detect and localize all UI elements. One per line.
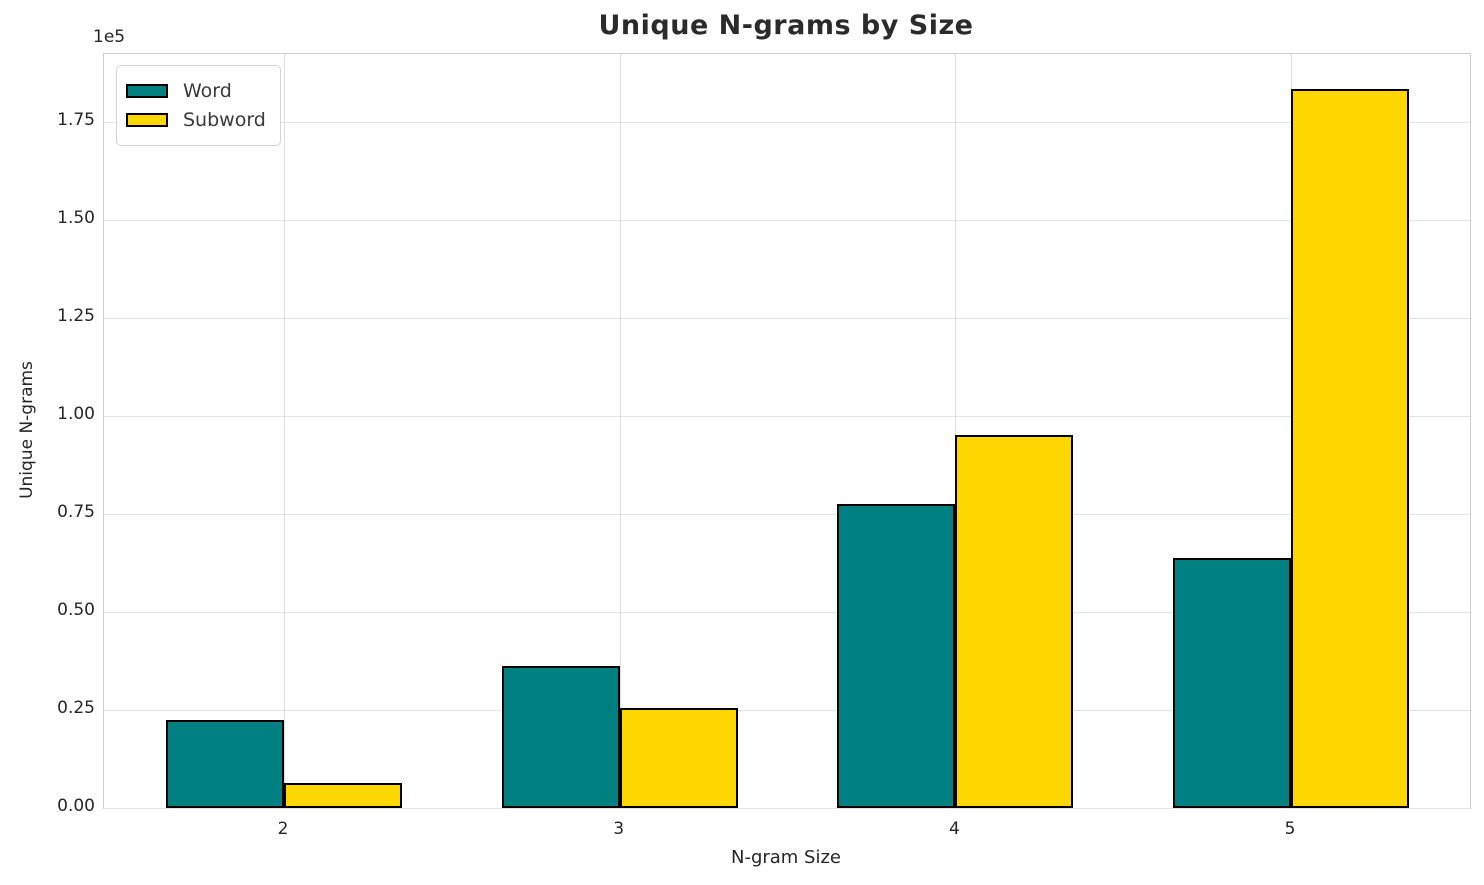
- gridline-vertical: [955, 54, 957, 808]
- legend-label: Word: [183, 80, 232, 102]
- chart-title: Unique N-grams by Size: [598, 10, 974, 41]
- gridline-horizontal: [104, 318, 1470, 319]
- gridline-vertical: [284, 54, 285, 808]
- x-tick-label: 2: [277, 819, 289, 839]
- gridline-horizontal: [104, 612, 1470, 613]
- legend-entry-word: Word: [126, 78, 266, 104]
- x-axis-label: N-gram Size: [730, 847, 842, 868]
- y-tick-label: 0.25: [57, 698, 95, 718]
- y-tick-label: 0.75: [57, 502, 95, 522]
- y-tick-label: 1.75: [57, 110, 95, 130]
- bar-subword-4: [955, 435, 1074, 808]
- gridline-horizontal: [104, 514, 1470, 515]
- bar-subword-2: [284, 782, 402, 808]
- legend-entry-subword: Subword: [126, 107, 266, 133]
- gridline-horizontal: [104, 122, 1470, 123]
- bar-word-5: [1173, 557, 1292, 808]
- legend-swatch-word: [126, 84, 168, 98]
- y-tick-label: 0.00: [57, 796, 95, 816]
- gridline-horizontal: [104, 808, 1470, 809]
- y-tick-label: 1.25: [57, 306, 95, 326]
- y-tick-label: 1.50: [57, 208, 95, 228]
- y-axis-offset-label: 1e5: [93, 27, 126, 47]
- y-tick-label: 1.00: [57, 404, 95, 424]
- bar-word-3: [501, 666, 620, 808]
- bar-subword-5: [1291, 89, 1410, 808]
- legend: Word Subword: [116, 65, 281, 146]
- x-tick-label: 3: [613, 819, 625, 839]
- bar-subword-3: [619, 708, 738, 808]
- x-tick-label: 4: [948, 819, 960, 839]
- bar-word-4: [837, 504, 956, 808]
- x-tick-label: 5: [1284, 819, 1296, 839]
- y-tick-label: 0.50: [57, 600, 95, 620]
- legend-label: Subword: [183, 109, 266, 131]
- bar-word-2: [166, 719, 284, 808]
- gridline-horizontal: [104, 220, 1470, 221]
- gridline-horizontal: [104, 416, 1470, 417]
- y-axis-label: Unique N-grams: [17, 361, 37, 499]
- gridline-horizontal: [104, 710, 1470, 711]
- plot-area: Word Subword: [103, 53, 1471, 809]
- legend-swatch-subword: [126, 113, 168, 127]
- gridline-vertical: [619, 54, 621, 808]
